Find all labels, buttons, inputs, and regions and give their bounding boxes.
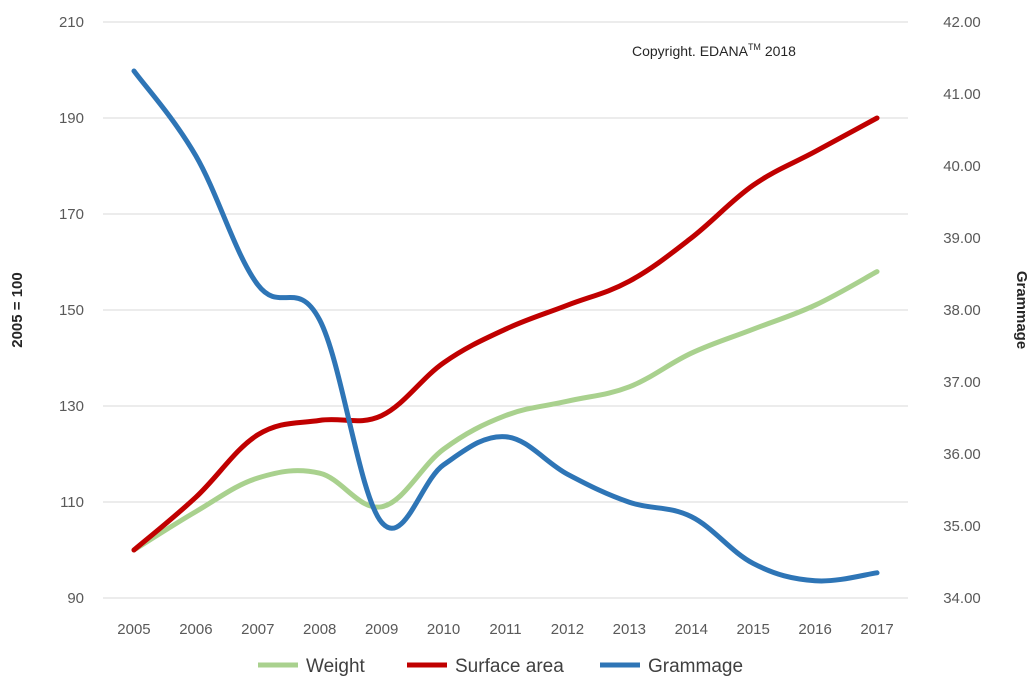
copyright-year: 2018 — [761, 43, 796, 59]
right-tick-label: 36.00 — [943, 446, 981, 463]
left-tick-label: 110 — [60, 494, 84, 511]
x-tick-label: 2005 — [117, 621, 150, 638]
x-tick-label: 2014 — [675, 621, 708, 638]
right-tick-label: 37.00 — [943, 374, 981, 391]
copyright-text: Copyright. EDANA — [632, 43, 749, 59]
left-tick-label: 130 — [59, 398, 84, 415]
x-tick-label: 2016 — [798, 621, 831, 638]
copyright-tm: TM — [748, 42, 761, 52]
right-tick-label: 42.00 — [943, 14, 981, 31]
series-line-weight — [131, 269, 880, 553]
legend-label-surface-area: Surface area — [455, 656, 564, 677]
x-tick-label: 2008 — [303, 621, 336, 638]
gridlines — [103, 21, 908, 599]
right-tick-label: 34.00 — [943, 590, 981, 607]
left-tick-label: 210 — [59, 14, 84, 31]
right-tick-label: 41.00 — [943, 86, 981, 103]
copyright-note: Copyright. EDANATM 2018 — [632, 42, 796, 59]
left-axis-ticks: 90 110 130 150 170 190 210 — [59, 14, 84, 607]
x-tick-label: 2013 — [613, 621, 646, 638]
left-tick-label: 150 — [59, 302, 84, 319]
series-line-grammage — [131, 68, 880, 584]
x-tick-label: 2009 — [365, 621, 398, 638]
right-axis-title: Grammage — [1013, 271, 1030, 349]
left-axis-title: 2005 = 100 — [9, 272, 26, 348]
legend-label-grammage: Grammage — [648, 656, 743, 677]
series-line-surface-area — [131, 115, 880, 553]
legend-label-weight: Weight — [306, 656, 366, 677]
x-tick-label: 2010 — [427, 621, 460, 638]
left-tick-label: 190 — [59, 110, 84, 127]
right-tick-label: 39.00 — [943, 230, 981, 247]
right-axis-ticks: 34.00 35.00 36.00 37.00 38.00 39.00 40.00 41.00… — [943, 14, 981, 607]
right-tick-label: 40.00 — [943, 158, 981, 175]
left-tick-label: 170 — [59, 206, 84, 223]
right-tick-label: 35.00 — [943, 518, 981, 535]
x-tick-label: 2006 — [179, 621, 212, 638]
left-tick-label: 90 — [67, 590, 84, 607]
series-lines — [131, 68, 880, 584]
x-tick-label: 2015 — [737, 621, 770, 638]
right-tick-label: 38.00 — [943, 302, 981, 319]
x-tick-label: 2011 — [489, 621, 521, 638]
x-tick-label: 2017 — [860, 621, 893, 638]
x-axis-ticks: 2005 2006 2007 2008 2009 2010 2011 2012 2013 2014… — [117, 621, 893, 638]
x-tick-label: 2012 — [551, 621, 584, 638]
legend: Weight Surface area Grammage — [258, 656, 743, 677]
x-tick-label: 2007 — [241, 621, 274, 638]
